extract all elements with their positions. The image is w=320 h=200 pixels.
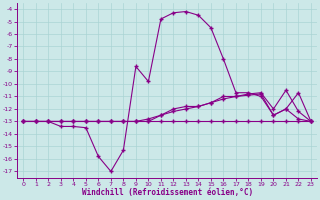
X-axis label: Windchill (Refroidissement éolien,°C): Windchill (Refroidissement éolien,°C) bbox=[82, 188, 253, 197]
